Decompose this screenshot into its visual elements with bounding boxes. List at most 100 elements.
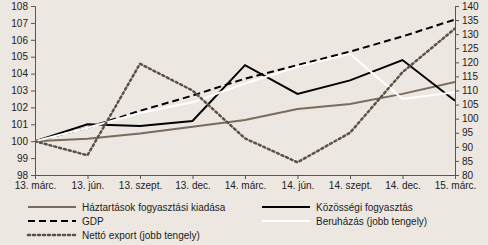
tick: 101 <box>11 119 35 130</box>
tick-label: 13. dec. <box>175 180 211 191</box>
series-group <box>35 20 455 163</box>
tick-mark <box>140 175 141 179</box>
series-line <box>35 54 455 141</box>
tick: 99 <box>17 153 35 164</box>
tick: 13. márc. <box>15 175 57 191</box>
tick-mark <box>350 175 351 179</box>
legend-item: Nettó export (jobb tengely) <box>28 230 200 241</box>
tick-label: 105 <box>11 51 28 62</box>
tick: 90 <box>455 142 474 153</box>
tick-label: 120 <box>462 57 479 68</box>
y-axis: 9899100101102103104105106107108 <box>11 1 35 181</box>
tick-mark <box>455 48 459 49</box>
tick-mark <box>455 91 459 92</box>
tick-label: 107 <box>11 18 28 29</box>
tick-label: 140 <box>462 1 479 12</box>
tick-mark <box>31 91 35 92</box>
tick: 105 <box>455 99 479 110</box>
tick-mark <box>455 119 459 120</box>
tick: 85 <box>455 156 474 167</box>
tick-mark <box>31 141 35 142</box>
tick-label: 125 <box>462 43 479 54</box>
tick: 125 <box>455 43 479 54</box>
legend-swatch <box>262 220 310 222</box>
tick-label: 99 <box>17 153 29 164</box>
tick: 100 <box>455 113 479 124</box>
tick: 106 <box>11 35 35 46</box>
legend-label: Nettó export (jobb tengely) <box>82 230 200 241</box>
tick: 107 <box>11 18 35 29</box>
tick-label: 13. szept. <box>119 180 162 191</box>
tick-label: 115 <box>462 71 478 82</box>
legend-item: Közösségi fogyasztás <box>262 202 413 213</box>
tick: 115 <box>455 71 478 82</box>
axis-line <box>31 7 36 176</box>
axis-line <box>36 176 456 180</box>
tick: 130 <box>455 29 479 40</box>
tick: 95 <box>455 127 474 138</box>
tick-mark <box>31 124 35 125</box>
tick-mark <box>245 175 246 179</box>
legend-label: GDP <box>82 216 104 227</box>
tick-label: 14. dec. <box>385 180 421 191</box>
legend: Háztartások fogyasztási kiadása Közösségi… <box>28 202 427 241</box>
tick: 13. jún. <box>72 175 105 191</box>
tick: 14. márc. <box>225 175 267 191</box>
tick-label: 98 <box>17 170 29 181</box>
tick-label: 13. márc. <box>15 180 57 191</box>
legend-label: Beruházás (jobb tengely) <box>316 216 427 227</box>
tick-mark <box>31 158 35 159</box>
series-line <box>35 20 455 142</box>
tick-label: 130 <box>462 29 479 40</box>
tick-label: 13. jún. <box>72 180 105 191</box>
tick-mark <box>455 147 459 148</box>
tick-mark <box>455 133 459 134</box>
tick: 14. szept. <box>329 175 372 191</box>
tick-mark <box>403 175 404 179</box>
tick-mark <box>35 175 36 179</box>
tick-mark <box>31 6 35 7</box>
tick-label: 14. szept. <box>329 180 372 191</box>
tick: 102 <box>11 102 35 113</box>
legend-item: Beruházás (jobb tengely) <box>262 216 427 227</box>
tick-label: 106 <box>11 35 28 46</box>
tick-mark <box>455 76 459 77</box>
tick: 80 <box>455 170 474 181</box>
tick-label: 14. márc. <box>225 180 267 191</box>
tick-label: 103 <box>11 85 28 96</box>
tick-label: 105 <box>462 99 479 110</box>
tick-label: 90 <box>462 142 474 153</box>
legend-swatch <box>28 206 76 208</box>
legend-swatch <box>28 234 76 237</box>
legend-item: GDP <box>28 216 104 227</box>
tick-label: 108 <box>11 1 28 12</box>
tick-mark <box>455 20 459 21</box>
x-axis: 13. márc. 13. jún. 13. szept. 13. dec. 14. m… <box>15 175 477 191</box>
tick-mark <box>455 62 459 63</box>
tick-mark <box>193 175 194 179</box>
tick-mark <box>31 74 35 75</box>
tick-mark <box>455 6 459 7</box>
legend-item: Háztartások fogyasztási kiadása <box>28 202 226 213</box>
tick: 140 <box>455 1 479 12</box>
tick: 14. jún. <box>282 175 315 191</box>
tick: 120 <box>455 57 479 68</box>
plot: 9899100101102103104105106107108808590951… <box>11 1 479 191</box>
tick: 98 <box>17 170 35 181</box>
tick-mark <box>31 40 35 41</box>
tick-label: 101 <box>11 119 28 130</box>
tick-label: 85 <box>462 156 474 167</box>
tick: 100 <box>11 136 35 147</box>
tick: 13. dec. <box>175 175 211 191</box>
tick: 110 <box>455 85 478 96</box>
tick-mark <box>31 57 35 58</box>
tick-mark <box>31 175 35 176</box>
tick-mark <box>31 23 35 24</box>
series-line <box>35 29 455 163</box>
y2-axis: 80859095100105110115120125130135140 <box>455 1 479 181</box>
tick-label: 80 <box>462 170 474 181</box>
tick-label: 110 <box>462 85 478 96</box>
tick-label: 15. márc. <box>435 180 477 191</box>
tick-mark <box>455 105 459 106</box>
legend-swatch <box>28 220 76 222</box>
